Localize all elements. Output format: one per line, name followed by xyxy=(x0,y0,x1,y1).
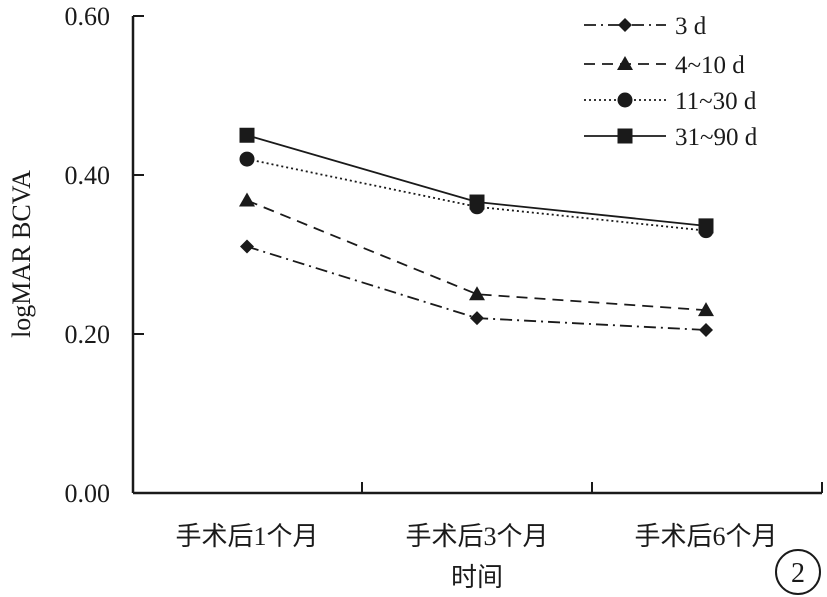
panel-label-circle xyxy=(775,549,821,595)
data-point xyxy=(470,311,484,326)
data-point xyxy=(239,192,255,207)
legend-item: 4~10 d xyxy=(584,52,745,79)
y-axis-label: logMAR BCVA xyxy=(7,170,36,338)
legend-label: 31~90 d xyxy=(675,124,758,151)
data-point xyxy=(469,286,485,301)
data-point xyxy=(239,151,255,167)
x-axis-label: 时间 xyxy=(451,563,503,592)
legend-item: 3 d xyxy=(584,13,707,40)
data-point xyxy=(699,323,713,338)
series-2 xyxy=(239,192,714,317)
panel-label-text: 2 xyxy=(791,558,805,589)
legend-marker xyxy=(617,92,633,108)
y-tick-label: 0.60 xyxy=(65,2,111,31)
legend-item: 31~90 d xyxy=(584,124,758,151)
data-point xyxy=(698,218,714,234)
legend-item: 11~30 d xyxy=(584,88,757,115)
data-point xyxy=(469,194,485,210)
series-line xyxy=(246,199,707,312)
x-tick-label: 手术后1个月 xyxy=(175,522,318,551)
y-tick-label: 0.40 xyxy=(65,161,111,190)
legend-marker xyxy=(617,56,633,70)
x-ticks: 手术后1个月 手术后3个月 手术后6个月 xyxy=(175,482,823,551)
data-point xyxy=(239,127,255,143)
panel-label: 2 xyxy=(775,549,821,595)
data-point xyxy=(698,302,714,317)
legend-label: 3 d xyxy=(675,13,707,40)
y-ticks: 0.00 0.20 0.40 0.60 xyxy=(65,2,144,508)
legend-label: 4~10 d xyxy=(675,52,745,79)
data-series xyxy=(239,127,714,338)
x-tick-label: 手术后6个月 xyxy=(634,522,777,551)
y-tick-label: 0.20 xyxy=(65,320,111,349)
legend-label: 11~30 d xyxy=(675,88,757,115)
y-tick-label: 0.00 xyxy=(65,479,111,508)
x-tick-label: 手术后3个月 xyxy=(405,522,548,551)
series-4 xyxy=(239,127,714,234)
legend-marker xyxy=(618,18,632,32)
legend-marker xyxy=(617,128,633,144)
series-1 xyxy=(240,239,713,338)
data-point xyxy=(240,239,254,254)
legend: 3 d 4~10 d 11~30 d 31~90 d xyxy=(584,13,758,151)
